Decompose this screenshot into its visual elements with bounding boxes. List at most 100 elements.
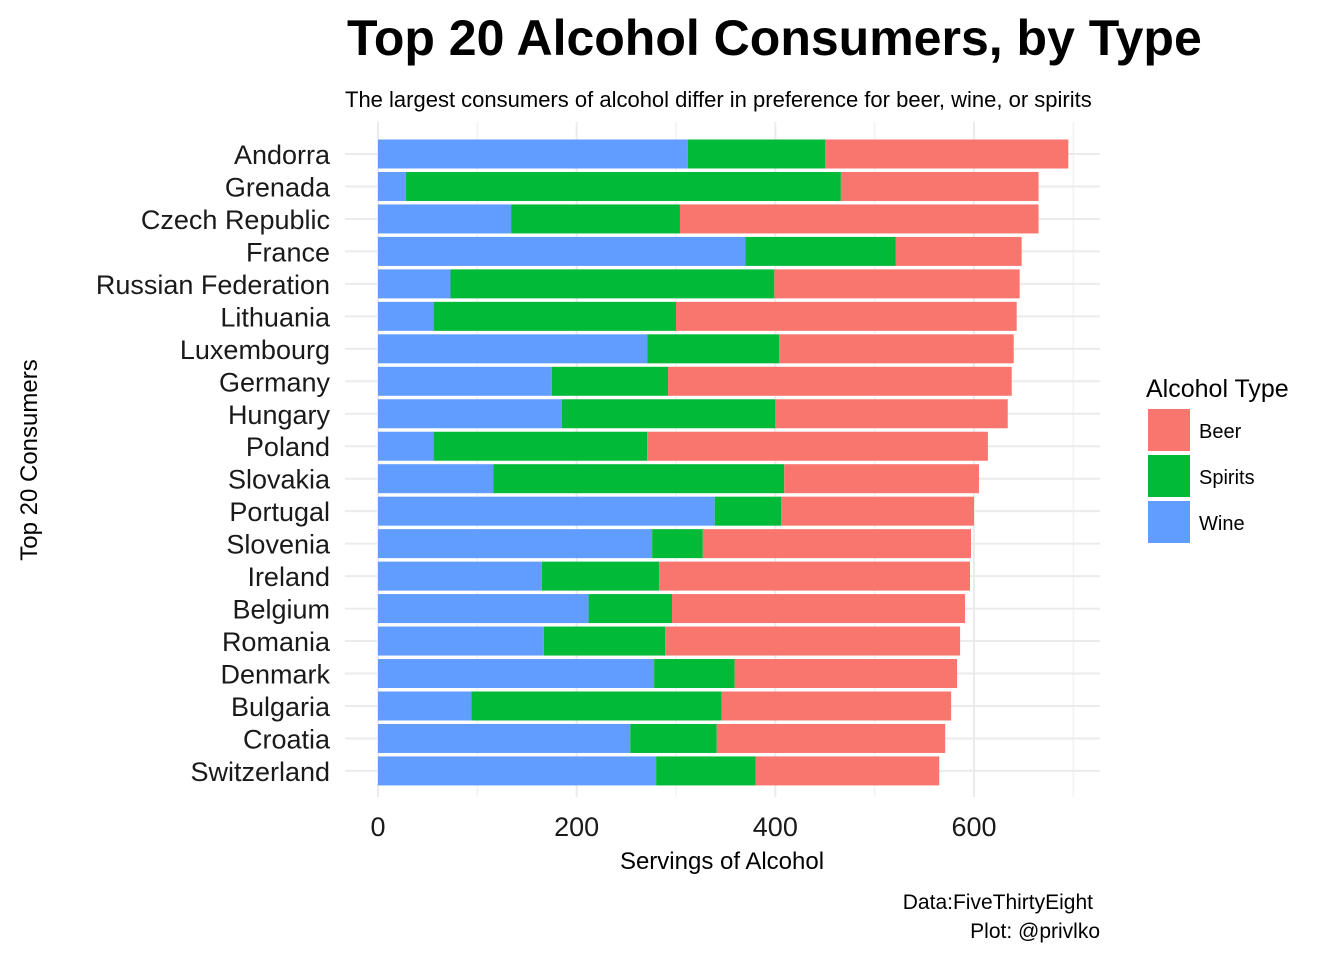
bar-spirits [561, 399, 776, 429]
bar-wine [378, 659, 655, 689]
bar-beer [840, 171, 1039, 201]
bar-spirits [471, 691, 722, 721]
x-tick-label: 200 [554, 812, 599, 842]
bar-beer [779, 334, 1014, 364]
bar-beer [775, 399, 1008, 429]
bar-beer [702, 529, 972, 559]
x-tick-label: 0 [370, 812, 385, 842]
legend-label-beer: Beer [1199, 421, 1242, 443]
bar-spirits [714, 496, 782, 526]
bar-beer [824, 139, 1069, 169]
bar-wine [378, 626, 544, 656]
chart-subtitle: The largest consumers of alcohol differ … [345, 87, 1092, 112]
bar-spirits [630, 723, 717, 753]
bar-beer [659, 561, 971, 591]
bar-wine [378, 171, 406, 201]
bar-wine [378, 723, 631, 753]
bar-beer [755, 756, 940, 786]
bar-spirits [493, 464, 785, 494]
category-label: Switzerland [190, 757, 330, 787]
bar-beer [679, 204, 1039, 234]
legend-swatch-beer [1148, 409, 1190, 451]
bar-wine [378, 529, 653, 559]
caption-data-source: Data:FiveThirtyEight [903, 891, 1093, 914]
bar-beer [665, 626, 961, 656]
category-label: Ireland [247, 562, 330, 592]
bar-spirits [450, 269, 775, 299]
category-label: Bulgaria [231, 692, 331, 722]
bar-wine [378, 496, 715, 526]
legend-title: Alcohol Type [1146, 375, 1289, 403]
bar-wine [378, 204, 512, 234]
bar-spirits [511, 204, 680, 234]
bar-spirits [745, 236, 896, 266]
bar-beer [774, 269, 1020, 299]
category-label: Lithuania [220, 302, 331, 332]
bar-beer [895, 236, 1022, 266]
bar-spirits [687, 139, 825, 169]
bar-wine [378, 594, 589, 624]
bar-spirits [543, 626, 666, 656]
category-label: Germany [219, 367, 331, 397]
x-tick-label: 400 [753, 812, 798, 842]
bar-wine [378, 691, 472, 721]
bar-spirits [647, 334, 780, 364]
x-axis-title: Servings of Alcohol [620, 848, 824, 875]
legend-label-wine: Wine [1199, 513, 1245, 535]
bar-beer [721, 691, 952, 721]
category-label: Poland [246, 432, 330, 462]
bar-wine [378, 756, 657, 786]
bar-beer [781, 496, 974, 526]
bar-wine [378, 366, 552, 396]
category-label: Slovenia [226, 530, 331, 560]
bar-spirits [654, 659, 735, 689]
category-label: Slovakia [228, 465, 331, 495]
x-tick-label: 600 [951, 812, 996, 842]
bar-spirits [551, 366, 669, 396]
bar-spirits [588, 594, 673, 624]
category-label: Russian Federation [96, 270, 330, 300]
bar-beer [647, 431, 988, 461]
bars [378, 139, 1069, 786]
bar-spirits [433, 431, 648, 461]
bar-wine [378, 139, 688, 169]
chart-title: Top 20 Alcohol Consumers, by Type [347, 10, 1202, 66]
y-axis-title: Top 20 Consumers [16, 359, 43, 560]
bar-beer [675, 301, 1017, 331]
bar-wine [378, 431, 434, 461]
bar-beer [668, 366, 1012, 396]
category-label: Portugal [229, 497, 330, 527]
category-label: Czech Republic [141, 205, 330, 235]
bar-wine [378, 269, 451, 299]
category-label: France [246, 237, 330, 267]
bar-wine [378, 236, 746, 266]
category-label: Denmark [220, 660, 330, 690]
bar-wine [378, 561, 542, 591]
bar-beer [672, 594, 966, 624]
category-label: Croatia [243, 724, 331, 754]
category-label: Hungary [228, 400, 331, 430]
bar-wine [378, 301, 434, 331]
category-label: Luxembourg [180, 335, 330, 365]
bar-spirits [433, 301, 676, 331]
bar-wine [378, 334, 648, 364]
caption-plot-credit: Plot: @privlko [970, 920, 1100, 943]
bar-wine [378, 399, 562, 429]
bar-spirits [405, 171, 841, 201]
category-label: Belgium [232, 595, 330, 625]
category-label: Andorra [234, 140, 331, 170]
bar-beer [784, 464, 979, 494]
category-label: Romania [222, 627, 331, 657]
bar-spirits [656, 756, 756, 786]
bar-spirits [541, 561, 660, 591]
bar-beer [716, 723, 946, 753]
legend-label-spirits: Spirits [1199, 467, 1255, 489]
legend-swatch-spirits [1148, 455, 1190, 497]
bar-spirits [652, 529, 703, 559]
bar-wine [378, 464, 494, 494]
bar-beer [734, 659, 958, 689]
category-label: Grenada [225, 172, 331, 202]
legend-swatch-wine [1148, 501, 1190, 543]
